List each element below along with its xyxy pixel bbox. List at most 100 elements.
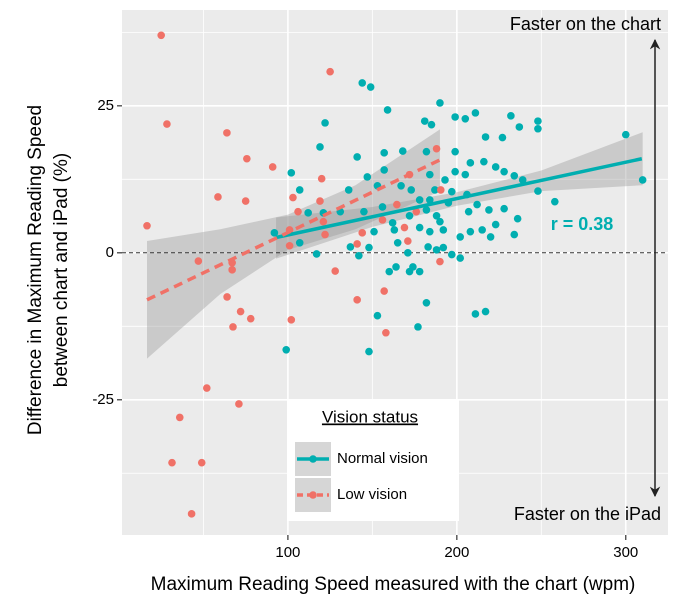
point: [447, 187, 456, 196]
legend-point: [309, 455, 317, 463]
point: [426, 227, 434, 236]
point: [388, 219, 397, 227]
point: [268, 163, 277, 171]
point: [415, 267, 424, 276]
x-tick-label: 300: [613, 544, 638, 561]
point: [480, 157, 488, 166]
point: [321, 119, 329, 127]
point: [422, 147, 431, 156]
point: [415, 196, 424, 204]
point: [312, 250, 321, 258]
point: [163, 120, 171, 128]
point: [393, 200, 401, 209]
point: [510, 171, 519, 180]
point: [407, 186, 416, 194]
point: [451, 147, 459, 156]
point: [187, 510, 196, 518]
point: [214, 193, 222, 201]
point: [534, 117, 542, 125]
point: [241, 197, 250, 205]
point: [353, 296, 361, 304]
point: [294, 207, 302, 216]
point: [304, 209, 312, 217]
point: [473, 200, 481, 209]
point: [366, 83, 375, 91]
point: [534, 187, 542, 195]
point: [398, 147, 407, 155]
point: [534, 124, 542, 133]
point: [365, 243, 373, 252]
point: [270, 229, 279, 237]
point: [466, 159, 475, 167]
point: [236, 307, 245, 316]
x-tick-label: 200: [444, 544, 469, 561]
point: [422, 298, 431, 307]
y-tick-label: 25: [97, 97, 114, 114]
point: [175, 413, 184, 422]
point: [404, 237, 412, 245]
point: [515, 123, 524, 131]
point: [203, 384, 211, 392]
legend-point: [309, 491, 317, 499]
point: [385, 267, 394, 276]
point: [285, 241, 294, 250]
y-tick-label: 0: [106, 244, 114, 261]
legend-label: Normal vision: [337, 450, 428, 467]
point: [436, 186, 445, 194]
point: [383, 106, 392, 114]
point: [426, 170, 434, 179]
point: [295, 239, 304, 247]
point: [363, 173, 372, 181]
point: [353, 153, 361, 161]
point: [358, 79, 367, 87]
point: [415, 223, 424, 232]
point: [397, 181, 405, 190]
point: [432, 144, 441, 153]
point: [223, 129, 231, 137]
point: [392, 263, 400, 271]
point: [422, 206, 431, 214]
point: [358, 229, 367, 237]
point: [510, 230, 519, 239]
y-tick-label: -25: [92, 391, 114, 408]
point: [486, 233, 495, 241]
point: [464, 207, 473, 216]
point: [382, 328, 390, 337]
point: [420, 117, 429, 125]
point: [400, 223, 409, 232]
point: [485, 206, 493, 214]
point: [380, 166, 388, 174]
point: [321, 230, 329, 239]
point: [426, 196, 434, 204]
point: [289, 193, 297, 202]
point: [507, 112, 515, 120]
point: [316, 197, 324, 205]
point: [456, 254, 465, 262]
y-axis-label: Difference in Maximum Reading Speed: [25, 105, 46, 435]
point: [157, 31, 165, 40]
point: [461, 114, 470, 123]
point: [481, 133, 490, 141]
point: [461, 170, 470, 179]
point: [427, 120, 436, 129]
x-axis-label: Maximum Reading Speed measured with the …: [151, 574, 636, 595]
point: [491, 163, 500, 171]
point: [355, 251, 363, 260]
point: [197, 458, 206, 467]
confidence-band: [276, 132, 643, 259]
x-tick-label: 100: [275, 544, 300, 561]
point: [456, 233, 465, 241]
point: [466, 227, 475, 236]
point: [478, 226, 486, 234]
point: [551, 197, 559, 206]
point: [436, 257, 444, 266]
point: [365, 347, 373, 356]
point: [243, 154, 251, 163]
point: [424, 243, 432, 251]
point: [500, 167, 508, 176]
annotation: r = 0.38: [551, 214, 614, 234]
point: [451, 167, 459, 176]
point: [390, 226, 399, 234]
point: [287, 169, 296, 177]
point: [295, 186, 304, 194]
